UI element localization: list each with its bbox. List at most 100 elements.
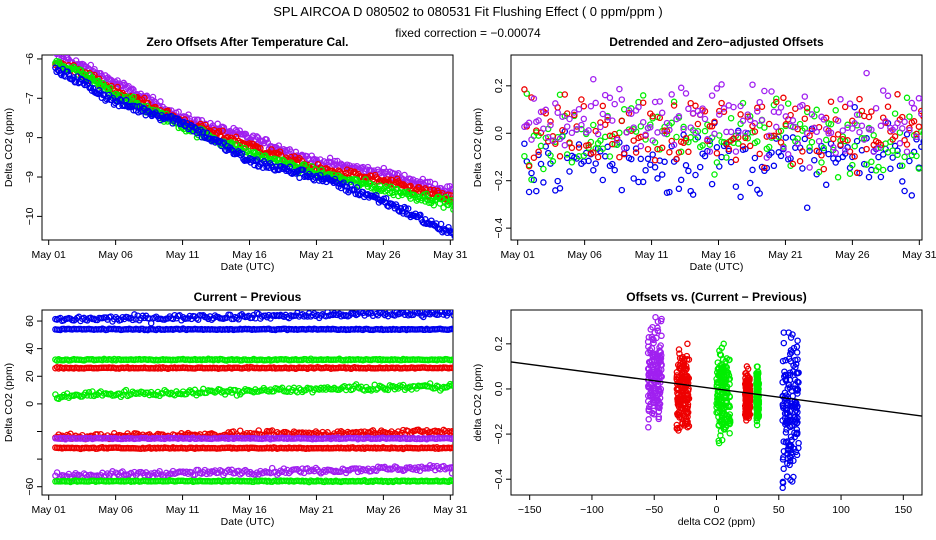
data-point [856, 95, 863, 103]
data-point [286, 163, 294, 171]
y-axis-label: Delta CO2 (ppm) [472, 108, 484, 187]
data-point [528, 136, 535, 143]
data-point [870, 148, 877, 155]
data-point [117, 393, 125, 401]
data-point [387, 183, 395, 191]
data-point [263, 136, 270, 143]
data-point [720, 108, 728, 116]
data-point [646, 346, 654, 354]
y-tick-label: −0.2 [493, 424, 505, 445]
x-tick-label: May 06 [98, 504, 133, 516]
data-point [645, 424, 652, 431]
data-point [575, 105, 583, 113]
data-point [130, 86, 137, 94]
data-point [630, 175, 637, 182]
data-point [915, 165, 922, 172]
series-purple-bot [52, 462, 453, 483]
data-point [832, 107, 839, 114]
data-point [214, 120, 221, 128]
data-point [107, 84, 114, 92]
data-point [354, 468, 362, 476]
data-point [253, 156, 261, 163]
data-point [590, 166, 597, 174]
data-point [815, 137, 823, 145]
data-point [853, 169, 861, 177]
data-point [628, 110, 635, 117]
data-point [681, 396, 689, 404]
data-point [295, 384, 303, 392]
data-point [661, 158, 668, 166]
data-point [530, 154, 538, 161]
data-point [130, 93, 137, 101]
y-tick-label: 20 [24, 370, 36, 382]
data-point [52, 391, 59, 398]
data-point [820, 144, 828, 152]
data-point [796, 157, 804, 165]
data-point [822, 136, 830, 144]
data-point [448, 197, 453, 204]
y-tick-label: 0.0 [493, 382, 505, 397]
data-point [715, 439, 723, 447]
data-point [651, 164, 659, 171]
data-point [219, 127, 226, 134]
data-point [599, 110, 607, 118]
data-point [401, 203, 408, 211]
data-point [623, 129, 630, 136]
data-point [454, 193, 459, 198]
data-point [675, 112, 683, 120]
data-point [868, 126, 875, 133]
data-point [649, 113, 656, 120]
data-point [606, 153, 614, 160]
data-point [699, 105, 706, 112]
data-point [649, 335, 656, 343]
data-point [910, 118, 918, 125]
data-point [844, 121, 851, 129]
data-point [540, 165, 547, 173]
data-point [765, 120, 773, 128]
data-point [454, 357, 459, 362]
data-point [711, 130, 718, 138]
data-point [853, 111, 861, 118]
data-point [585, 141, 592, 149]
data-point [717, 427, 725, 435]
data-point [813, 106, 820, 114]
data-point [382, 195, 390, 202]
series-purple [521, 69, 922, 171]
x-tick-label: 150 [895, 504, 913, 516]
x-tick-label: May 26 [835, 249, 870, 261]
data-point [400, 210, 407, 217]
data-point [657, 317, 665, 325]
data-point [906, 157, 913, 165]
data-point [894, 151, 901, 159]
data-point [723, 154, 730, 161]
y-axis-label: delta CO2 (ppm) [472, 364, 484, 442]
data-point [725, 145, 733, 153]
data-point [530, 95, 538, 102]
y-tick-label: 0 [24, 401, 36, 407]
data-point [673, 376, 681, 384]
data-point [673, 155, 680, 163]
data-point [894, 91, 901, 98]
data-point [450, 428, 453, 435]
data-point [599, 102, 607, 110]
data-point [732, 156, 740, 164]
data-point [568, 129, 576, 137]
data-point [353, 176, 361, 183]
plot-frame [41, 309, 454, 496]
data-point [175, 108, 182, 116]
data-point [658, 352, 665, 359]
x-tick-label: −100 [580, 504, 604, 516]
data-point [592, 99, 599, 107]
data-point [713, 149, 721, 157]
y-tick-label: 40 [24, 343, 36, 355]
data-point [658, 373, 665, 380]
data-point [563, 151, 571, 158]
plot-frame [510, 54, 923, 241]
data-point [594, 153, 602, 161]
data-point [701, 152, 709, 160]
data-point [803, 130, 811, 137]
data-point [773, 95, 780, 102]
data-point [578, 96, 585, 103]
data-point [169, 315, 177, 323]
